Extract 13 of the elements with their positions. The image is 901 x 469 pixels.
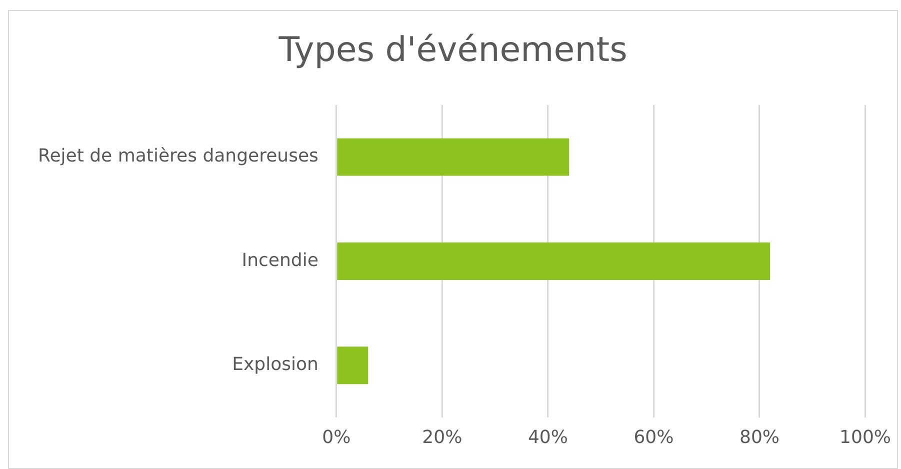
bar [337,138,570,176]
x-tick-label: 40% [528,426,568,448]
x-tick-label: 0% [322,426,351,448]
x-tick-label: 60% [634,426,674,448]
x-tick-label: 100% [840,426,892,448]
y-tick-label: Explosion [232,354,318,376]
y-tick-label: Incendie [242,250,318,271]
x-tick-label: 80% [739,426,780,448]
y-tick-label: Rejet de matières dangereuses [38,146,318,167]
chart-title: Types d'événements [278,30,628,70]
bar [337,242,770,280]
bar [337,346,368,384]
x-tick-label: 20% [422,426,462,448]
